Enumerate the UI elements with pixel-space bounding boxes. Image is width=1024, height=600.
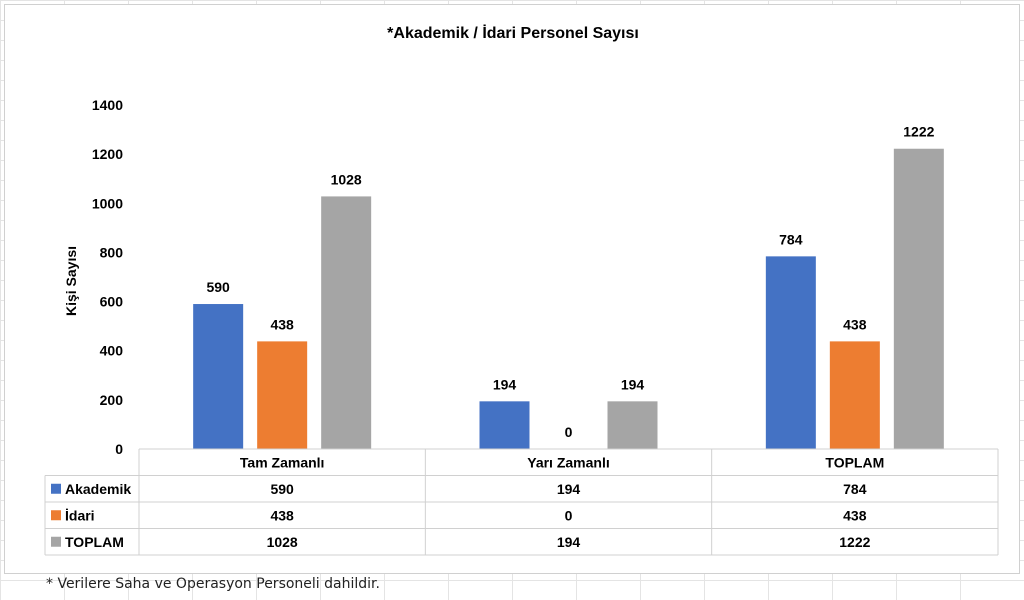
table-value-cell: 194	[557, 481, 581, 497]
bar-data-label: 194	[493, 376, 517, 392]
table-series-name: TOPLAM	[65, 534, 124, 550]
bar	[321, 196, 372, 449]
bar	[193, 304, 244, 449]
bar-data-label: 438	[843, 316, 867, 332]
footnote: * Verilere Saha ve Operasyon Personeli d…	[46, 576, 380, 592]
bar-chart: *Akademik / İdari Personel Sayısı Kişi S…	[44, 24, 999, 556]
y-tick-label: 200	[100, 392, 124, 408]
bar-data-label: 1028	[331, 171, 362, 187]
table-value-cell: 438	[270, 507, 294, 523]
bar-data-label: 194	[621, 376, 645, 392]
bar	[829, 341, 880, 449]
bar	[479, 401, 530, 449]
table-value-cell: 438	[843, 507, 867, 523]
legend-key	[51, 483, 61, 494]
bar-data-labels: 590 438 1028 194 0 194 784 438 1222	[206, 124, 934, 440]
bar-data-label: 784	[779, 231, 803, 247]
bar-data-label: 1222	[903, 124, 934, 140]
y-tick-label: 800	[100, 244, 124, 260]
bar-data-label: 0	[565, 424, 573, 440]
bar	[765, 256, 816, 449]
table-value-cell: 1222	[839, 534, 870, 550]
bar	[607, 401, 658, 449]
bar-data-label: 590	[206, 279, 230, 295]
table-value-cell: 784	[843, 481, 867, 497]
chart-title: *Akademik / İdari Personel Sayısı	[387, 24, 639, 42]
y-tick-label: 0	[115, 441, 123, 457]
legend-key	[51, 536, 61, 547]
y-axis-label: Kişi Sayısı	[63, 246, 79, 316]
y-axis-ticks: 0 200 400 600 800 1000 1200 1400	[92, 97, 998, 457]
table-header-cell: Tam Zamanlı	[240, 454, 325, 470]
table-value-cell: 590	[270, 481, 294, 497]
table-header-cell: Yarı Zamanlı	[527, 454, 609, 470]
table-series-name: Akademik	[65, 481, 131, 497]
y-tick-label: 400	[100, 343, 124, 359]
table-header-cell: TOPLAM	[825, 454, 884, 470]
table-series-name: İdari	[65, 507, 95, 523]
bars	[193, 148, 944, 450]
y-tick-label: 1000	[92, 195, 123, 211]
legend-key	[51, 510, 61, 521]
bar-data-label: 438	[270, 316, 294, 332]
bar	[257, 341, 308, 449]
y-tick-label: 1200	[92, 146, 123, 162]
table-value-cell: 194	[557, 534, 581, 550]
data-table: Tam Zamanlı Yarı Zamanlı TOPLAM Akademik 590…	[44, 448, 999, 556]
chart-area[interactable]: *Akademik / İdari Personel Sayısı Kişi S…	[4, 4, 1020, 574]
y-tick-label: 1400	[92, 97, 123, 113]
bar	[893, 148, 944, 450]
y-tick-label: 600	[100, 294, 124, 310]
table-value-cell: 1028	[267, 534, 298, 550]
table-value-cell: 0	[565, 507, 573, 523]
